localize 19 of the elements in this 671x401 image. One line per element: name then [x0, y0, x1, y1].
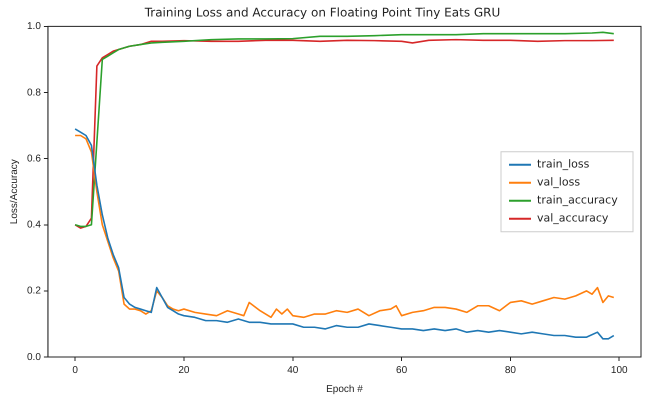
legend-label: train_accuracy [537, 194, 618, 207]
legend-label: val_accuracy [537, 212, 609, 225]
y-tick-label: 1.0 [26, 21, 42, 32]
chart-title: Training Loss and Accuracy on Floating Point Tiny Eats GRU [144, 5, 500, 20]
x-axis-title: Epoch # [326, 384, 364, 395]
y-tick-label: 0.8 [26, 87, 42, 98]
y-tick-label: 0.0 [26, 352, 42, 363]
x-tick-label: 100 [610, 364, 628, 376]
y-tick-label: 0.4 [26, 220, 42, 231]
y-axis-title: Loss/Accuracy [8, 159, 20, 224]
x-tick-label: 40 [287, 364, 299, 376]
y-tick-label: 0.2 [26, 286, 42, 297]
x-tick-label: 0 [72, 364, 78, 376]
legend-label: val_loss [537, 176, 580, 189]
x-tick-label: 80 [504, 364, 516, 376]
legend-label: train_loss [537, 158, 590, 171]
x-tick-label: 60 [396, 364, 408, 376]
x-tick-label: 20 [178, 364, 190, 376]
y-tick-label: 0.6 [26, 153, 42, 164]
